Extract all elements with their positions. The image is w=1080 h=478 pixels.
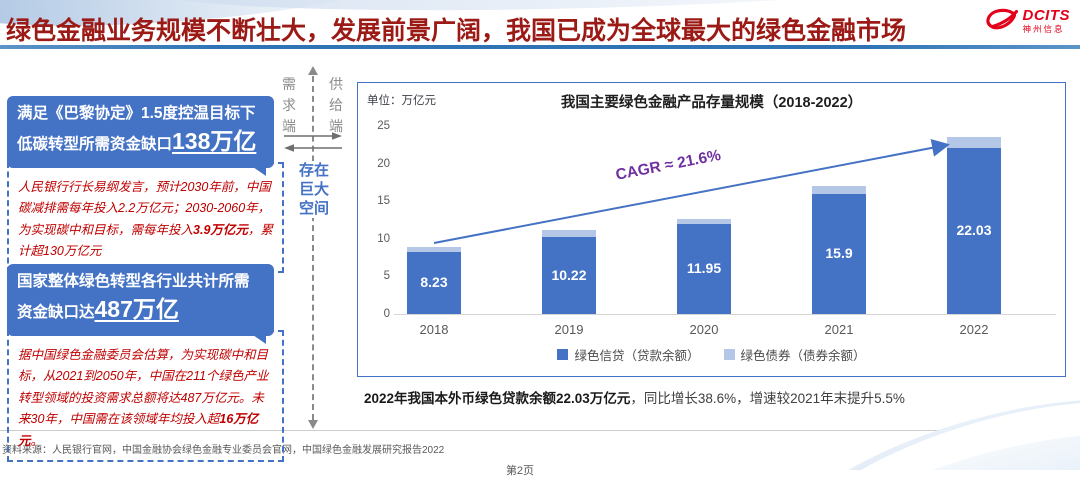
arrow-right-icon [284,132,342,140]
info-box-1-body-post: ，累计超130万亿元 [18,222,273,259]
demand-side-label: 需求端 [282,76,296,134]
demand-supply-divider-line [312,76,314,420]
info-box-2-body-text: 据中国绿色金融委员会估算，为实现碳中和目标，从2021到2050年，中国在211… [18,347,269,427]
y-axis-tick: 0 [383,308,390,320]
info-box-green-transition: 国家整体绿色转型各行业共计所需资金缺口达487万亿 据中国绿色金融委员会估算，为… [7,264,284,463]
bar-value-label: 11.95 [686,260,722,277]
slide-header [0,0,1080,45]
info-box-2-highlight: 487万亿 [94,296,179,323]
chart-title: 我国主要绿色金融产品存量规模（2018-2022） [560,95,863,111]
company-logo: DCITS 神州信息 [983,7,1071,35]
green-bond-bar [947,137,1001,149]
x-axis-label: 2021 [824,322,854,337]
legend-label: 绿色债券（债券余额） [740,349,866,363]
info-box-1-body-text: 人民银行行长易纲发言，预计2030年前，中国碳减排需每年投入2.2万亿元；203… [18,179,271,237]
gap-label-line: 空间 [298,200,329,217]
corner-wave-decoration [850,370,1080,470]
bar-value-label: 8.23 [420,274,448,291]
green-credit-bar [407,252,461,314]
gap-label-line: 存在 [298,162,329,179]
info-box-paris-agreement: 满足《巴黎协定》1.5度控温目标下低碳转型所需资金缺口138万亿 人民银行行长易… [7,96,284,273]
info-box-1-header-text: 满足《巴黎协定》1.5度控温目标下低碳转型所需资金缺口 [17,105,256,154]
green-bond-bar [812,186,866,195]
caption-rest-text: ，同比增长38.6%，增速较2021年末提升5.5% [630,391,905,406]
green-bond-bar [542,229,596,238]
info-box-2-header: 国家整体绿色转型各行业共计所需资金缺口达487万亿 [7,264,274,344]
chart-panel: 单位：万亿元 我国主要绿色金融产品存量规模（2018-2022） 0 5 10 15 2… [357,82,1066,377]
y-axis-tick: 15 [377,195,390,208]
logo-subtext: 神州信息 [1022,24,1065,35]
x-axis-label: 2019 [554,322,584,337]
legend-label: 绿色信贷（贷款余额） [574,349,700,363]
bar-value-label: 10.22 [551,266,587,283]
chart-caption: 2022年我国本外币绿色贷款余额22.03万亿元，同比增长38.6%，增速较20… [364,387,905,407]
x-axis-label: 2020 [689,322,719,337]
info-box-1-highlight: 138万亿 [172,128,257,155]
y-axis-tick: 20 [377,157,390,170]
info-box-2-body-bold: 16万亿元 [18,412,259,448]
huge-gap-label: 存在 巨大 空间 [296,161,332,218]
logo-name: DCITS [1022,7,1070,25]
bar-value-label: 15.9 [825,245,853,262]
caption-bold-text: 2022年我国本外币绿色贷款余额22.03万亿元 [364,391,631,406]
x-axis-label: 2022 [959,322,989,337]
y-axis-tick: 25 [377,120,390,132]
chart-unit-label: 单位：万亿元 [367,95,436,107]
y-axis-tick: 5 [383,270,390,283]
legend-item: 绿色信贷（贷款余额） [557,345,700,364]
x-axis-line [394,314,1056,315]
info-box-2-body-post: 。 [30,433,44,448]
green-credit-bar [542,237,596,314]
green-credit-bar [947,148,1001,314]
legend-swatch-icon [723,349,735,360]
footer-divider [0,430,1080,431]
legend-item: 绿色债券（债券余额） [723,345,866,364]
dcits-swoosh-icon [985,8,1018,30]
info-box-1-body-bold: 3.9万亿元 [193,222,248,237]
chart-legend: 绿色信贷（贷款余额） 绿色债券（债券余额） [358,345,1065,364]
page-number: 第2页 [505,465,535,477]
y-axis-tick: 10 [377,232,390,245]
green-bond-bar [407,246,461,253]
arrow-left-icon [284,144,342,152]
gap-label-line: 巨大 [298,181,329,198]
info-box-1-header: 满足《巴黎协定》1.5度控温目标下低碳转型所需资金缺口138万亿 [7,96,274,176]
bar-value-label: 22.03 [956,222,992,239]
divider-arrow-up-icon [308,66,318,75]
info-box-2-body: 据中国绿色金融委员会估算，为实现碳中和目标，从2021到2050年，中国在211… [7,329,284,463]
slide-title: 绿色金融业务规模不断壮大，发展前景广阔，我国已成为全球最大的绿色金融市场 [6,17,907,45]
legend-swatch-icon [557,349,569,360]
divider-arrow-down-icon [308,420,318,429]
info-box-1-body: 人民银行行长易纲发言，预计2030年前，中国碳减排需每年投入2.2万亿元；203… [7,161,284,273]
green-bond-bar [677,218,731,225]
x-axis-label: 2018 [419,322,449,337]
supply-side-label: 供给端 [329,76,343,134]
data-source-note: 资料来源：人民银行官网，中国金融协会绿色金融专业委员会官网，中国绿色金融发展研究… [2,445,445,456]
info-box-2-header-text: 国家整体绿色转型各行业共计所需资金缺口达 [17,273,250,322]
cagr-annotation: CAGR ≈ 21.6% [614,146,723,184]
title-underline [0,45,1080,49]
